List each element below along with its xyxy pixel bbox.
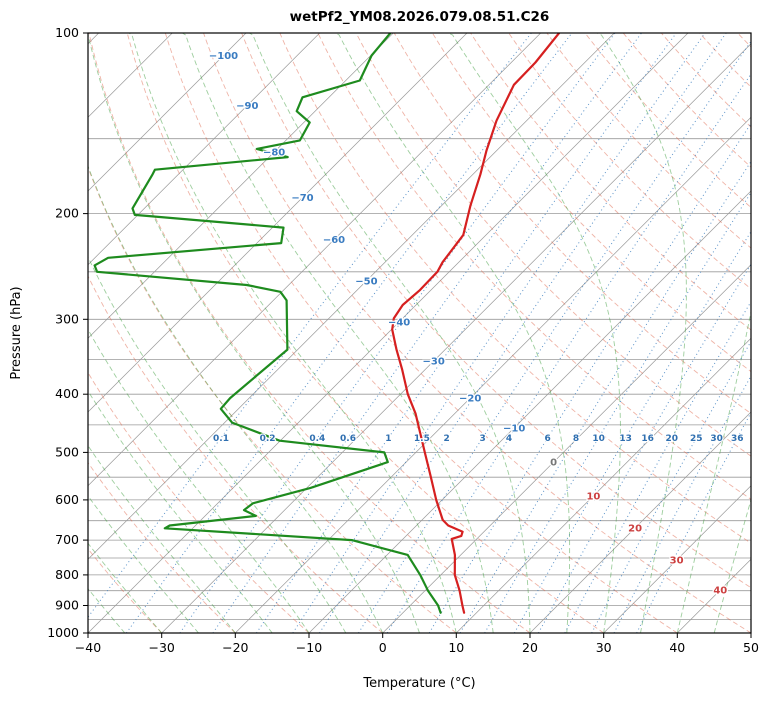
svg-text:−40: −40 bbox=[75, 640, 101, 655]
svg-text:−100: −100 bbox=[209, 51, 238, 62]
isotherm-gridlines bbox=[88, 33, 751, 633]
svg-text:16: 16 bbox=[641, 434, 654, 444]
svg-text:50: 50 bbox=[743, 640, 759, 655]
y-axis: 100 200 300 400 500 600 700 800 900 1000 bbox=[47, 25, 88, 640]
svg-text:−30: −30 bbox=[423, 356, 445, 367]
svg-text:800: 800 bbox=[55, 567, 79, 582]
x-axis-label: Temperature (°C) bbox=[362, 676, 475, 691]
svg-text:−90: −90 bbox=[236, 101, 258, 112]
svg-text:400: 400 bbox=[55, 386, 79, 401]
svg-text:1.5: 1.5 bbox=[414, 434, 430, 444]
svg-text:20: 20 bbox=[628, 523, 642, 534]
svg-text:1000: 1000 bbox=[47, 625, 79, 640]
svg-text:−20: −20 bbox=[222, 640, 248, 655]
svg-text:30: 30 bbox=[670, 556, 684, 567]
svg-text:0.2: 0.2 bbox=[260, 434, 276, 444]
svg-text:−10: −10 bbox=[503, 423, 525, 434]
svg-text:10: 10 bbox=[586, 492, 600, 503]
svg-text:40: 40 bbox=[669, 640, 685, 655]
svg-text:−30: −30 bbox=[149, 640, 175, 655]
plot-title: wetPf2_YM08.2026.079.08.51.C26 bbox=[289, 9, 550, 25]
svg-text:30: 30 bbox=[596, 640, 612, 655]
x-axis: −40 −30 −20 −10 0 10 20 30 40 50 bbox=[75, 633, 759, 655]
svg-text:500: 500 bbox=[55, 444, 79, 459]
svg-text:36: 36 bbox=[731, 434, 744, 444]
svg-text:0.6: 0.6 bbox=[340, 434, 356, 444]
svg-text:−60: −60 bbox=[323, 235, 345, 246]
svg-text:200: 200 bbox=[55, 206, 79, 221]
svg-text:700: 700 bbox=[55, 532, 79, 547]
dewpoint-curve bbox=[93, 33, 442, 614]
svg-text:4: 4 bbox=[506, 434, 512, 444]
plot-frame bbox=[87, 32, 752, 634]
svg-text:0.4: 0.4 bbox=[309, 434, 325, 444]
svg-text:300: 300 bbox=[55, 311, 79, 326]
svg-text:25: 25 bbox=[690, 434, 703, 444]
svg-text:6: 6 bbox=[544, 434, 550, 444]
svg-text:100: 100 bbox=[55, 25, 79, 40]
svg-text:30: 30 bbox=[710, 434, 723, 444]
svg-text:0: 0 bbox=[550, 458, 557, 469]
temperature-curve bbox=[391, 33, 561, 614]
svg-text:10: 10 bbox=[448, 640, 464, 655]
svg-text:0: 0 bbox=[379, 640, 387, 655]
svg-text:40: 40 bbox=[713, 586, 727, 597]
mixing-ratio-labels: 0.1 0.2 0.4 0.6 1 1.5 2 3 4 6 8 10 13 16 20 25 30 36 bbox=[212, 433, 745, 445]
svg-text:20: 20 bbox=[522, 640, 538, 655]
moist-adiabats bbox=[88, 33, 751, 633]
y-axis-label: Pressure (hPa) bbox=[9, 286, 24, 379]
mixing-ratio-lines bbox=[88, 33, 751, 633]
svg-text:20: 20 bbox=[666, 434, 679, 444]
svg-text:10: 10 bbox=[592, 434, 605, 444]
svg-text:−20: −20 bbox=[459, 394, 481, 405]
svg-text:−50: −50 bbox=[355, 277, 377, 288]
svg-text:8: 8 bbox=[573, 434, 579, 444]
svg-text:−80: −80 bbox=[263, 148, 285, 159]
svg-text:2: 2 bbox=[443, 434, 449, 444]
svg-text:−70: −70 bbox=[291, 193, 313, 204]
svg-text:−40: −40 bbox=[388, 317, 410, 328]
svg-text:−10: −10 bbox=[296, 640, 322, 655]
svg-text:0.1: 0.1 bbox=[213, 434, 229, 444]
svg-text:900: 900 bbox=[55, 598, 79, 613]
svg-text:13: 13 bbox=[619, 434, 632, 444]
dry-adiabats bbox=[88, 33, 751, 633]
svg-text:1: 1 bbox=[385, 434, 391, 444]
svg-text:3: 3 bbox=[479, 434, 485, 444]
svg-text:600: 600 bbox=[55, 492, 79, 507]
